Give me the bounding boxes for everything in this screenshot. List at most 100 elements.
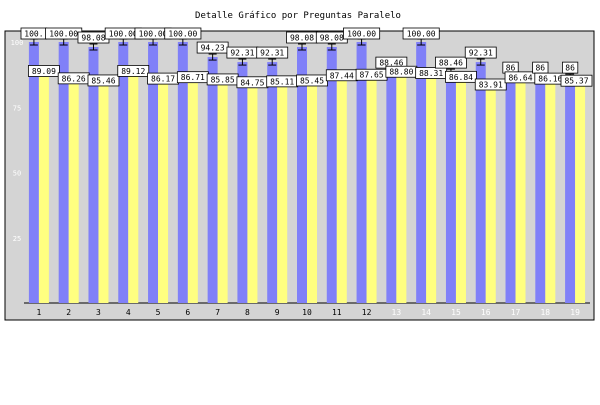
data-label-series-1: 92.31 <box>469 49 493 58</box>
data-label-series-1: 94.23 <box>201 44 225 53</box>
x-ticks: 1 2 3 4 5 6 7 8 9 10 11 12 13 14 15 16 17 18 19 <box>36 308 580 317</box>
bar-series-2 <box>98 79 109 303</box>
bar-series-1 <box>267 62 278 304</box>
bar-series-2 <box>187 76 198 304</box>
data-label-series-1: 88.46 <box>439 59 463 68</box>
data-label-box <box>27 65 60 77</box>
x-tick-label: 15 <box>451 308 461 317</box>
bar-series-1 <box>475 62 486 304</box>
x-tick-label: 17 <box>511 308 521 317</box>
x-tick-label: 16 <box>481 308 491 317</box>
bar-series-1 <box>565 77 576 303</box>
bar-series-2 <box>515 76 526 303</box>
x-tick-label: 2 <box>66 308 71 317</box>
bar-series-2 <box>396 71 407 304</box>
y-tick-label: 50 <box>13 170 21 178</box>
bar-series-1 <box>118 42 129 303</box>
data-label-series-1: 92.31 <box>260 49 284 58</box>
data-label-series-1: 98.08 <box>81 34 105 43</box>
data-label-series-1: 98.08 <box>320 34 344 43</box>
data-label-series-1: 100.00 <box>168 30 197 39</box>
data-label-box <box>562 61 579 74</box>
bar-series-2 <box>336 74 347 303</box>
data-label-series-2: 85.46 <box>91 76 115 85</box>
data-label-box <box>474 78 507 91</box>
data-label-series-2: 87.65 <box>360 71 384 80</box>
data-label-box <box>87 74 120 87</box>
bar-series-2 <box>307 79 317 304</box>
data-label-series-1: 86 <box>506 64 516 73</box>
data-label-series-2: 87.44 <box>330 71 354 80</box>
data-label-series-1: 100.00 <box>347 30 376 39</box>
bar-series-1 <box>88 47 99 303</box>
data-labels: 100. 89.09 100.00 86.26 98.08 85.46 100.00 89.1… <box>20 27 593 91</box>
data-label-series-2: 85.45 <box>300 76 324 85</box>
data-label-box <box>464 46 497 59</box>
bar-series-2 <box>38 70 49 303</box>
x-tick-label: 11 <box>332 308 342 317</box>
bar-series-1 <box>58 42 69 303</box>
bar-series-2 <box>455 76 466 304</box>
data-label-series-2: 83.91 <box>479 80 503 89</box>
bar-series-2 <box>545 78 556 303</box>
bar-series-2 <box>277 80 288 303</box>
data-label-series-2: 85.37 <box>564 77 588 86</box>
y-tick-label: 100 <box>11 39 24 47</box>
y-tick-label: 75 <box>13 104 21 112</box>
data-label-series-1: 100.00 <box>109 30 138 39</box>
data-label-box <box>402 27 440 40</box>
x-tick-label: 7 <box>215 308 220 317</box>
y-tick-label: 25 <box>13 235 21 243</box>
data-label-series-1: 86 <box>535 64 545 73</box>
x-tick-label: 6 <box>185 308 190 317</box>
bar-series-1 <box>416 42 427 303</box>
bar-series-1 <box>386 72 397 303</box>
x-tick-label: 13 <box>392 308 402 317</box>
data-label-box <box>117 64 150 77</box>
data-label-box <box>560 74 593 87</box>
x-tick-label: 9 <box>275 308 280 317</box>
data-label-series-2: 89.12 <box>121 67 145 76</box>
bar-series-1 <box>177 42 188 303</box>
bar-series-1 <box>505 77 516 303</box>
bar-series-2 <box>128 70 139 304</box>
data-label-series-1: 86 <box>565 64 575 73</box>
bar-series-1 <box>148 42 159 303</box>
data-label-series-1: 100. <box>24 30 43 39</box>
data-label-series-2: 86.64 <box>508 73 532 82</box>
chart-title: Detalle Gráfico por Preguntas Paralelo <box>195 11 401 21</box>
bar-series-1 <box>326 47 337 303</box>
data-label-series-2: 86.16 <box>538 75 562 84</box>
data-label-series-2: 86.84 <box>449 73 473 82</box>
bar-series-1 <box>297 47 307 303</box>
data-label-series-1: 100.00 <box>49 30 78 39</box>
x-tick-label: 12 <box>362 308 372 317</box>
x-tick-label: 5 <box>156 308 161 317</box>
bar-series-1 <box>28 42 39 303</box>
x-tick-label: 19 <box>570 308 580 317</box>
data-label-series-1: 92.31 <box>230 49 254 58</box>
data-label-series-1: 88.46 <box>379 59 403 68</box>
bar-series-2 <box>68 77 79 304</box>
bar-series-2 <box>366 74 377 304</box>
y-axis: 25 50 75 100 <box>11 39 24 243</box>
bar-series-1 <box>356 42 367 303</box>
x-tick-label: 14 <box>421 308 431 317</box>
data-label-box <box>256 46 289 59</box>
bar-series-1 <box>207 57 218 304</box>
data-label-series-1: 100.00 <box>407 30 436 39</box>
x-tick-label: 1 <box>36 308 41 317</box>
data-label-series-2: 86.26 <box>62 74 86 83</box>
bar-series-1 <box>535 77 546 303</box>
data-label-series-2: 88.31 <box>419 69 443 78</box>
data-label-box <box>343 27 381 40</box>
bar-series-2 <box>575 80 586 304</box>
data-label-series-2: 86.17 <box>151 75 175 84</box>
bar-series-2 <box>485 83 496 303</box>
bar-series-2 <box>247 81 258 304</box>
data-label-series-2: 88.80 <box>389 68 413 77</box>
x-tick-label: 3 <box>96 308 101 317</box>
bar-series-1 <box>237 62 248 304</box>
bar-series-2 <box>217 78 228 303</box>
